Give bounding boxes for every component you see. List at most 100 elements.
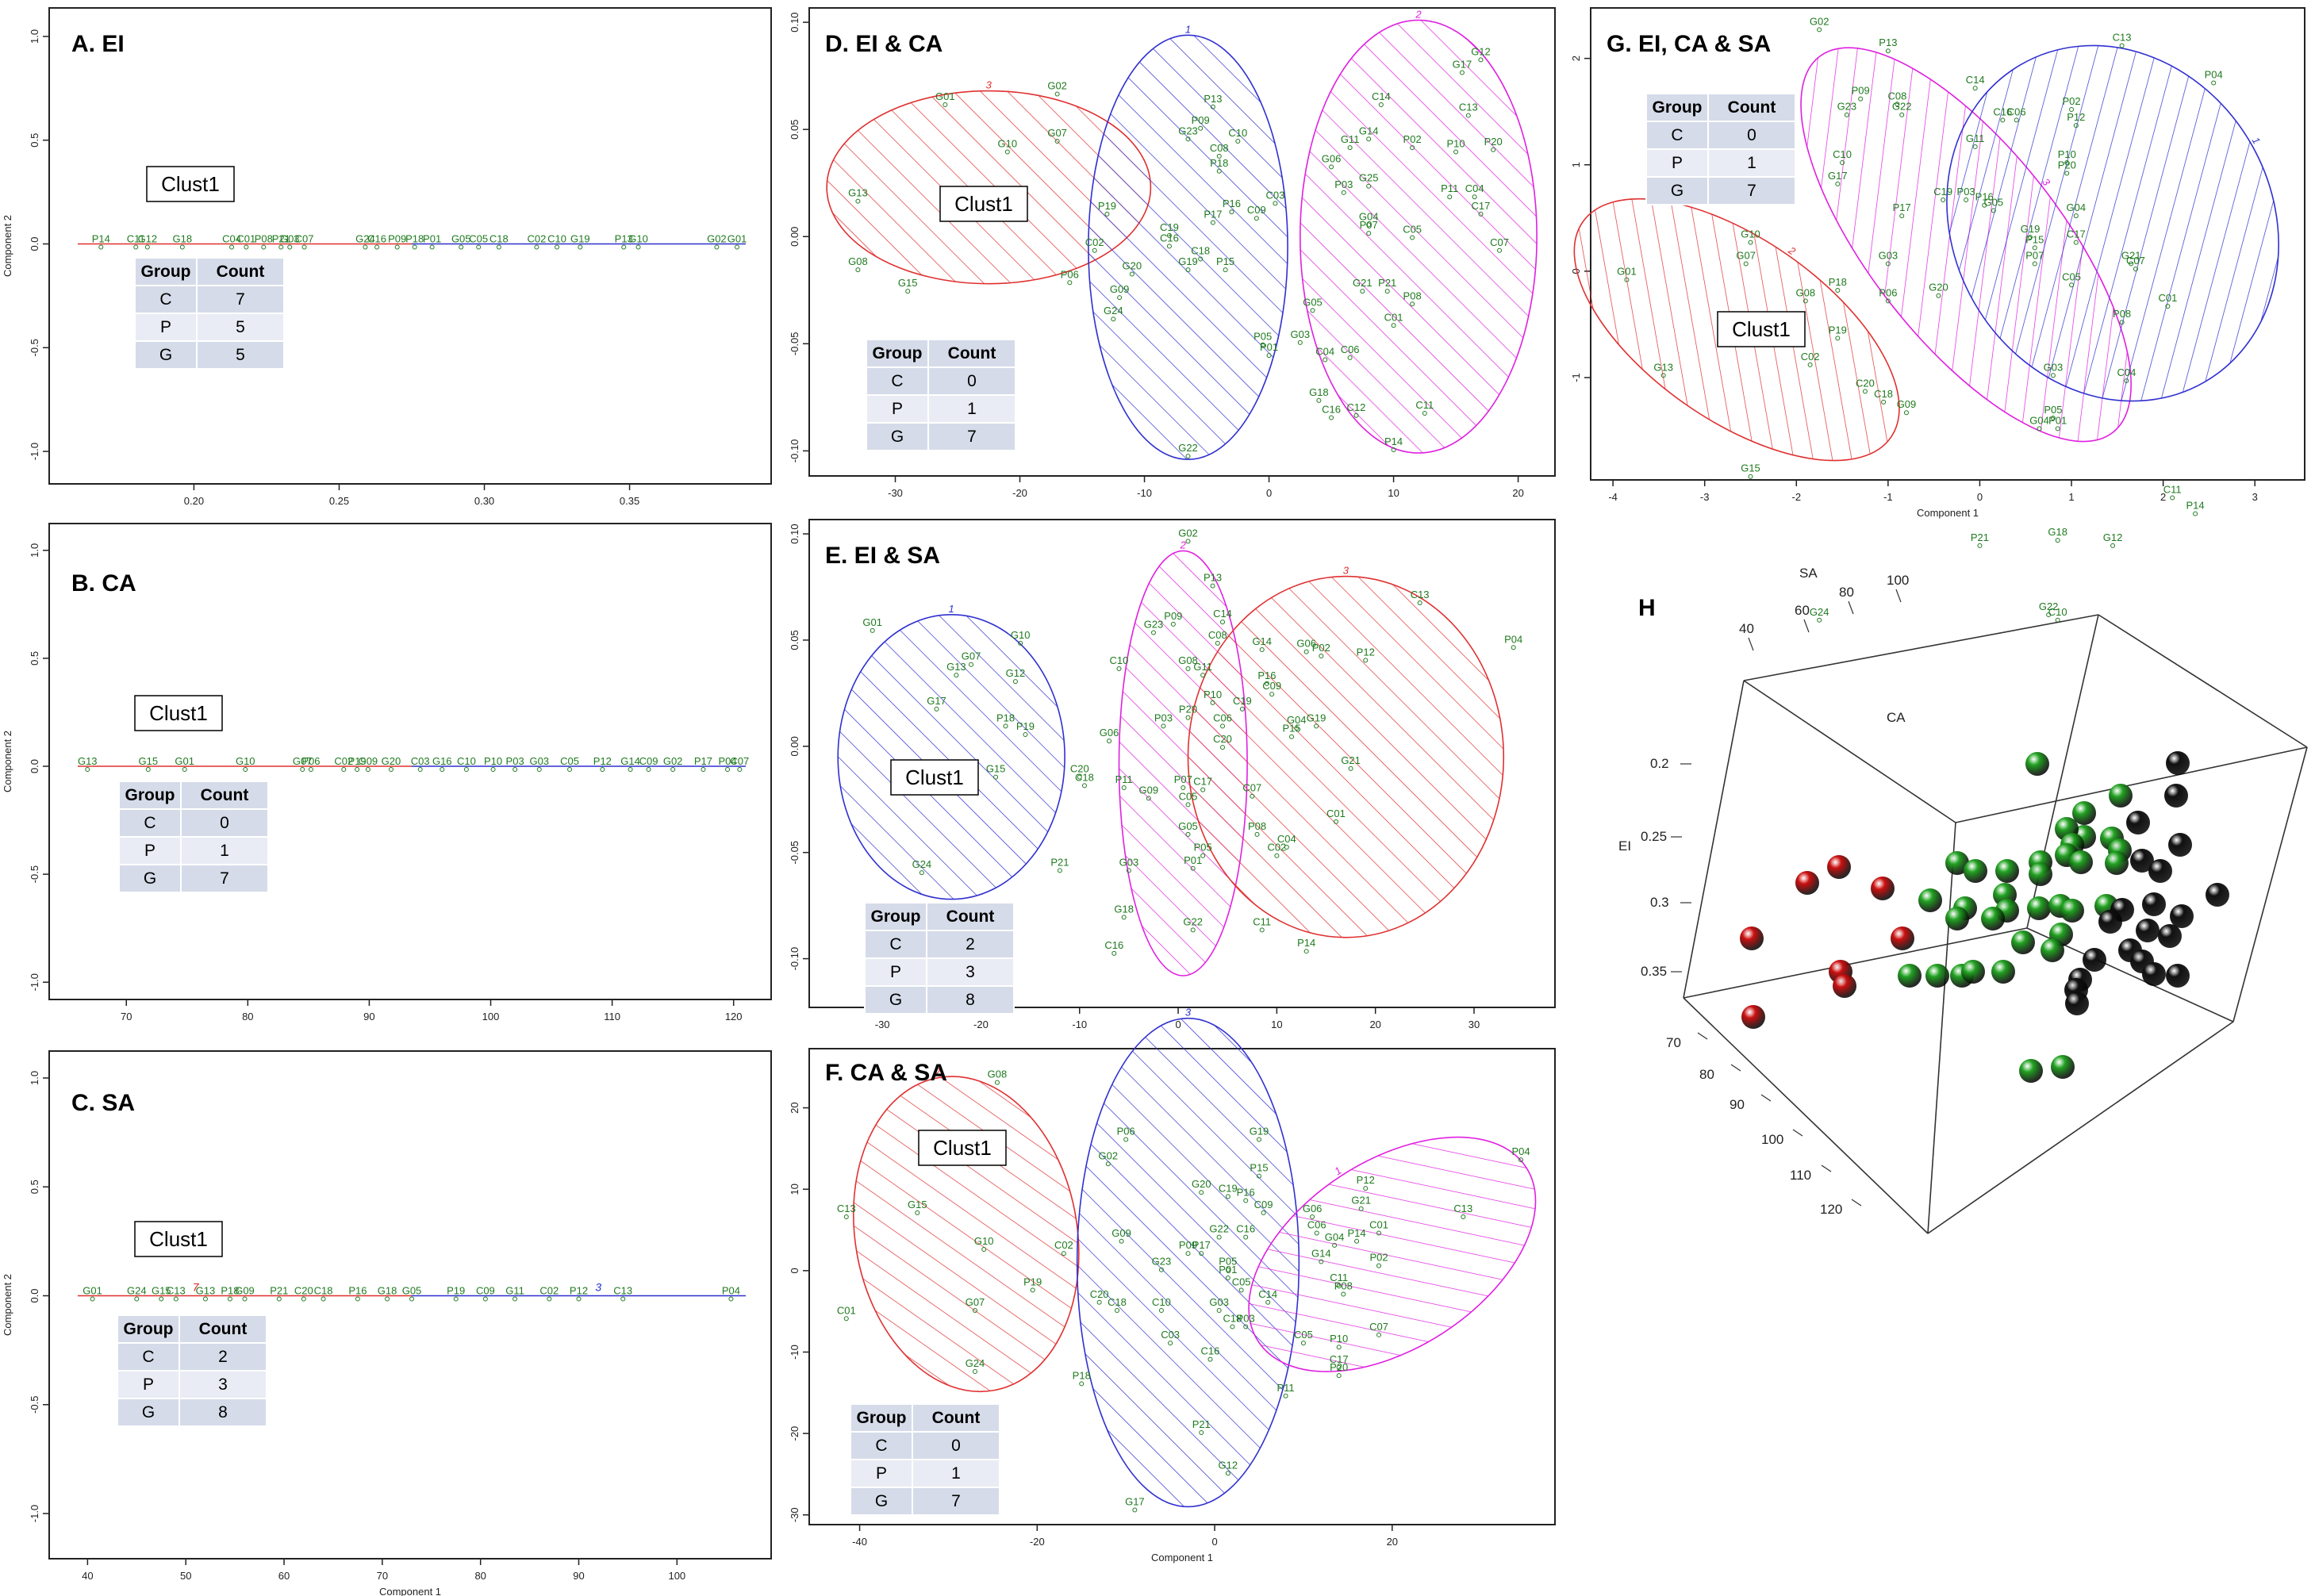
sphere-point bbox=[2105, 851, 2129, 875]
point-label: C20 bbox=[1070, 763, 1089, 775]
panel-title: F. CA & SA bbox=[825, 1060, 947, 1086]
data-point bbox=[1220, 620, 1226, 625]
y-tick-label: 0.5 bbox=[29, 651, 40, 666]
data-point bbox=[242, 1296, 248, 1302]
data-point bbox=[1472, 194, 1477, 200]
point-label: P21 bbox=[270, 1285, 288, 1297]
table-cell bbox=[196, 313, 285, 342]
point-label: C07 bbox=[730, 755, 749, 767]
table-value: P bbox=[143, 1375, 154, 1394]
cluster-ellipse bbox=[1187, 575, 1505, 938]
point-label: C06 bbox=[1341, 343, 1360, 355]
sphere-point bbox=[1741, 1005, 1765, 1029]
data-point bbox=[1265, 1299, 1271, 1305]
point-label: C11 bbox=[1415, 399, 1434, 411]
table-header: Count bbox=[199, 1320, 248, 1338]
table-value: 0 bbox=[220, 814, 229, 832]
panel-f: -40 -20 0 20 -30 -20 -10 0 10 20 Component 1 2 3 1 G08… bbox=[789, 1007, 1556, 1563]
point-label: G24 bbox=[1104, 305, 1123, 317]
point-label: C01 bbox=[1369, 1219, 1388, 1231]
point-label: P17 bbox=[1192, 1239, 1211, 1251]
point-label: G24 bbox=[1810, 606, 1829, 618]
data-point bbox=[463, 767, 469, 772]
point-label: G19 bbox=[570, 233, 590, 245]
table-value: C bbox=[891, 372, 903, 390]
point-label: G08 bbox=[988, 1068, 1008, 1080]
sphere-point bbox=[2136, 919, 2160, 942]
data-point bbox=[2037, 426, 2042, 432]
data-point bbox=[2170, 495, 2175, 501]
data-point bbox=[2073, 213, 2079, 219]
y-tick-label: 2 bbox=[1570, 56, 1582, 61]
table-value: 0 bbox=[951, 1437, 961, 1455]
point-label: P20 bbox=[1179, 704, 1197, 716]
data-point bbox=[1491, 147, 1496, 152]
data-point bbox=[1254, 831, 1260, 837]
data-point bbox=[385, 1296, 390, 1302]
point-label: C09 bbox=[476, 1285, 495, 1297]
sphere-point bbox=[2170, 904, 2194, 928]
data-point bbox=[1207, 1356, 1213, 1362]
data-point bbox=[1885, 48, 1891, 54]
table-cell bbox=[180, 836, 269, 865]
point-label: P16 bbox=[1257, 669, 1276, 681]
y-tick-label: 0.0 bbox=[29, 236, 40, 251]
data-point bbox=[1316, 397, 1322, 403]
point-label: P14 bbox=[92, 233, 110, 245]
table-value: 0 bbox=[1747, 126, 1756, 144]
x-tick-label: 120 bbox=[1820, 1202, 1842, 1217]
data-point bbox=[409, 1296, 414, 1302]
data-point bbox=[2110, 543, 2116, 548]
point-label: G07 bbox=[1736, 249, 1756, 261]
sphere-point bbox=[2164, 784, 2188, 808]
point-label: P02 bbox=[1403, 133, 1422, 145]
point-label: P18 bbox=[1210, 157, 1228, 169]
x-tick-label: 50 bbox=[180, 1570, 191, 1582]
data-point bbox=[459, 244, 464, 250]
point-label: P09 bbox=[388, 233, 406, 245]
data-point bbox=[1817, 617, 1822, 623]
x-tick-label: -10 bbox=[1137, 487, 1152, 499]
data-point bbox=[1158, 1308, 1164, 1314]
data-point bbox=[1358, 1206, 1364, 1211]
data-point bbox=[1964, 198, 1969, 202]
table-cell bbox=[117, 1398, 180, 1427]
data-point bbox=[1092, 247, 1097, 253]
data-point bbox=[1190, 927, 1196, 933]
sphere-point bbox=[1833, 974, 1856, 998]
point-label: G19 bbox=[1250, 1126, 1269, 1138]
data-point bbox=[2119, 43, 2125, 48]
table-value: P bbox=[144, 842, 155, 860]
point-label: G06 bbox=[1322, 152, 1342, 164]
data-point bbox=[600, 767, 605, 772]
data-point bbox=[229, 244, 235, 250]
table-cell bbox=[850, 1487, 913, 1516]
cluster-marker: 3 bbox=[595, 1281, 601, 1294]
data-point bbox=[1079, 1381, 1085, 1387]
table-value: C bbox=[875, 1437, 887, 1455]
data-point bbox=[2064, 171, 2070, 176]
table-value: P bbox=[876, 1464, 887, 1483]
y-tick-label: 0.0 bbox=[29, 1288, 40, 1303]
data-point bbox=[728, 1296, 734, 1302]
data-point bbox=[1121, 785, 1127, 791]
point-label: P19 bbox=[1829, 324, 1847, 336]
table-cell bbox=[134, 340, 198, 370]
data-point bbox=[620, 1296, 626, 1302]
point-label: G18 bbox=[173, 233, 193, 245]
data-point bbox=[954, 673, 959, 678]
cluster-ellipse bbox=[1088, 34, 1288, 460]
x-tick-label: 40 bbox=[82, 1570, 93, 1582]
sphere-point bbox=[2098, 910, 2122, 934]
point-label: P13 bbox=[1204, 93, 1222, 105]
point-label: P17 bbox=[694, 755, 712, 767]
data-point bbox=[578, 244, 583, 250]
data-point bbox=[2073, 123, 2079, 129]
sphere-point bbox=[1827, 855, 1851, 879]
sphere-point bbox=[1795, 871, 1819, 895]
point-label: C02 bbox=[334, 755, 353, 767]
point-label: P07 bbox=[1174, 773, 1192, 785]
data-point bbox=[98, 244, 104, 250]
x-tick-label: 100 bbox=[482, 1011, 500, 1022]
point-label: G24 bbox=[127, 1285, 147, 1297]
